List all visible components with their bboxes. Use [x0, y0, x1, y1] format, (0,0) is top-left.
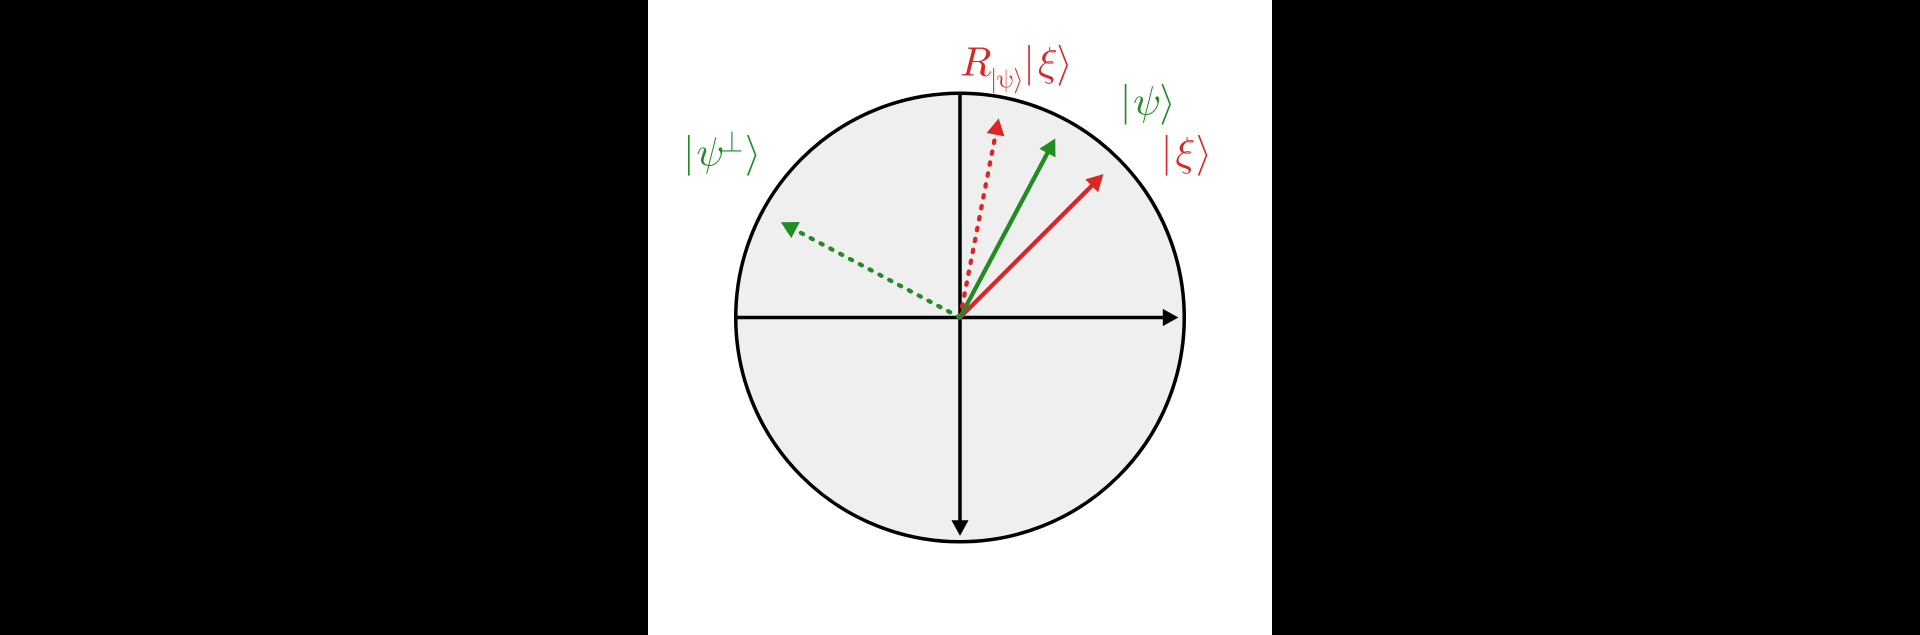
- vector-label: |ψ⊥⟩: [683, 128, 761, 177]
- figure-panel: |ξ⟩|ψ⟩R|ψ⟩|ξ⟩|ψ⊥⟩: [648, 0, 1272, 635]
- vector-label: |ξ⟩: [1161, 132, 1212, 176]
- vector-label: |ψ⟩: [1120, 82, 1176, 126]
- unit-circle-diagram: |ξ⟩|ψ⟩R|ψ⟩|ξ⟩|ψ⊥⟩: [648, 0, 1272, 635]
